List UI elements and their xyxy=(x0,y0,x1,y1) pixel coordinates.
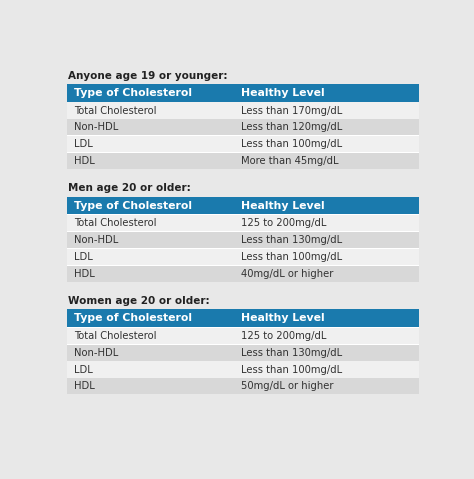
Text: Anyone age 19 or younger:: Anyone age 19 or younger: xyxy=(68,70,228,80)
Text: 125 to 200mg/dL: 125 to 200mg/dL xyxy=(241,331,327,341)
Bar xyxy=(66,119,419,136)
Text: Total Cholesterol: Total Cholesterol xyxy=(74,218,156,228)
Bar xyxy=(66,102,419,103)
Bar xyxy=(66,378,419,394)
Bar xyxy=(66,215,419,231)
Text: Less than 130mg/dL: Less than 130mg/dL xyxy=(241,235,342,245)
Bar xyxy=(66,152,419,153)
Text: Total Cholesterol: Total Cholesterol xyxy=(74,331,156,341)
Text: Healthy Level: Healthy Level xyxy=(241,313,325,323)
Text: Less than 120mg/dL: Less than 120mg/dL xyxy=(241,122,342,132)
Text: 40mg/dL or higher: 40mg/dL or higher xyxy=(241,269,334,279)
Text: HDL: HDL xyxy=(74,269,95,279)
Text: Type of Cholesterol: Type of Cholesterol xyxy=(74,313,192,323)
Text: Type of Cholesterol: Type of Cholesterol xyxy=(74,201,192,211)
Bar xyxy=(66,249,419,265)
Text: HDL: HDL xyxy=(74,156,95,166)
Text: Less than 100mg/dL: Less than 100mg/dL xyxy=(241,139,342,149)
Text: Women age 20 or older:: Women age 20 or older: xyxy=(68,296,210,306)
Bar xyxy=(66,344,419,361)
Text: Men age 20 or older:: Men age 20 or older: xyxy=(68,183,191,193)
Bar xyxy=(66,248,419,249)
Bar xyxy=(66,327,419,328)
Bar xyxy=(66,309,419,327)
Text: Total Cholesterol: Total Cholesterol xyxy=(74,105,156,115)
Text: Non-HDL: Non-HDL xyxy=(74,348,118,358)
Bar xyxy=(66,136,419,152)
Bar xyxy=(66,232,419,248)
Text: LDL: LDL xyxy=(74,252,93,262)
Bar xyxy=(66,231,419,232)
Text: Less than 130mg/dL: Less than 130mg/dL xyxy=(241,348,342,358)
Bar xyxy=(66,328,419,344)
Text: Healthy Level: Healthy Level xyxy=(241,88,325,98)
Text: HDL: HDL xyxy=(74,381,95,391)
Bar xyxy=(66,265,419,282)
Text: 125 to 200mg/dL: 125 to 200mg/dL xyxy=(241,218,327,228)
Text: More than 45mg/dL: More than 45mg/dL xyxy=(241,156,338,166)
Text: Less than 170mg/dL: Less than 170mg/dL xyxy=(241,105,342,115)
Bar xyxy=(66,84,419,102)
Bar xyxy=(66,377,419,378)
Text: Healthy Level: Healthy Level xyxy=(241,201,325,211)
Bar xyxy=(66,361,419,377)
Text: Less than 100mg/dL: Less than 100mg/dL xyxy=(241,252,342,262)
Text: LDL: LDL xyxy=(74,365,93,375)
Bar xyxy=(66,197,419,215)
Text: Type of Cholesterol: Type of Cholesterol xyxy=(74,88,192,98)
Bar xyxy=(66,103,419,119)
Text: Less than 100mg/dL: Less than 100mg/dL xyxy=(241,365,342,375)
Text: Non-HDL: Non-HDL xyxy=(74,235,118,245)
Text: Non-HDL: Non-HDL xyxy=(74,122,118,132)
Text: LDL: LDL xyxy=(74,139,93,149)
Text: 50mg/dL or higher: 50mg/dL or higher xyxy=(241,381,334,391)
Bar xyxy=(66,153,419,169)
